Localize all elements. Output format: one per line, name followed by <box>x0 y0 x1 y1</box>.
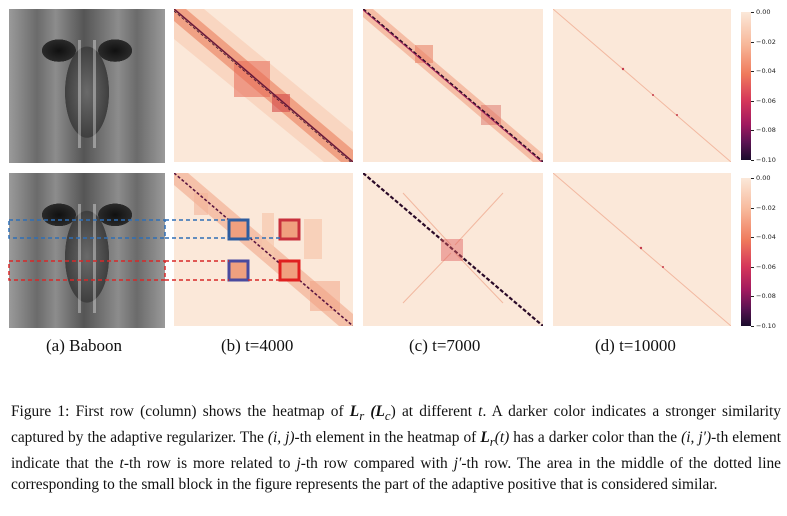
colorbar-tick-label: −0.04 <box>756 67 776 76</box>
blue-dashed-region-on-photo <box>8 219 166 239</box>
math-j: j <box>296 455 301 473</box>
colorbar-tick-label: −0.10 <box>756 322 776 330</box>
label-t4000: (b) t=4000 <box>221 336 294 355</box>
colorbar-tick-mark <box>751 207 754 209</box>
heatmap-t7000-row1 <box>363 9 543 162</box>
label-t7000: (c) t=7000 <box>409 336 481 355</box>
highlight-box-red-top-right <box>278 218 301 241</box>
math-t2: (t) <box>494 429 510 447</box>
label-baboon: (a) Baboon <box>46 336 123 355</box>
math-L: L <box>349 403 360 420</box>
caption-s2f: -th row. The area in the middle of the d… <box>11 455 781 494</box>
math-t3: t <box>119 455 124 473</box>
math-Lrt: L <box>480 429 490 447</box>
colorbar-tick-label: −0.08 <box>756 292 776 301</box>
colorbar-tick-mark <box>751 326 754 327</box>
colorbar-tick-label: −0.06 <box>756 96 776 105</box>
figure-caption: Figure 1: First row (column) shows the h… <box>11 401 781 495</box>
caption-s2e: -th row compared with <box>300 455 454 473</box>
colorbar-tick-label: −0.02 <box>756 203 776 212</box>
colorbar-tick-mark <box>751 160 754 161</box>
math-close: ) <box>390 403 396 420</box>
heatmap-t4000-row1 <box>174 9 353 162</box>
math-t: t <box>478 403 483 420</box>
colorbar-tick-mark <box>751 237 754 239</box>
colorbar-tick-mark <box>751 266 754 268</box>
highlight-box-blue-bottom-left <box>227 259 250 282</box>
math-Lc-open: (L <box>370 403 385 420</box>
heatmap-t7000-row2 <box>363 173 543 326</box>
red-dashed-region-on-photo <box>8 260 166 281</box>
caption-s2d: -th row is more related to <box>123 455 297 473</box>
caption-s2b: has a darker color than the <box>509 429 682 447</box>
math-r: r <box>359 409 365 424</box>
heatmap-t4000-row2 <box>174 173 353 326</box>
caption-s1b: at different <box>395 403 479 420</box>
math-jp: j′ <box>453 455 462 473</box>
math-ij: (i, j) <box>267 429 295 447</box>
colorbar-tick-label: −0.06 <box>756 262 776 271</box>
caption-s1c: . A darker color indicates a stronger si… <box>11 403 781 447</box>
colorbar-tick-label: 0.00 <box>756 8 771 16</box>
colorbar-tick-mark <box>751 12 754 13</box>
math-r2: r <box>489 435 495 450</box>
baboon-image-row1 <box>9 9 165 163</box>
colorbar-tick-mark <box>751 71 754 73</box>
highlight-box-blue-top-left <box>227 218 250 241</box>
colorbar-row1 <box>741 12 751 160</box>
caption-lead: Figure 1: <box>11 403 76 420</box>
label-t10000: (d) t=10000 <box>595 336 676 355</box>
colorbar-tick-mark <box>751 100 754 102</box>
baboon-image-row2 <box>9 173 165 328</box>
colorbar-tick-label: −0.04 <box>756 233 776 242</box>
math-ijp: (i, j′) <box>681 429 712 447</box>
colorbar-tick-label: −0.08 <box>756 126 776 135</box>
heatmap-t10000-row2 <box>553 173 731 326</box>
colorbar-tick-mark <box>751 41 754 43</box>
colorbar-tick-mark <box>751 296 754 298</box>
caption-s1a: First row (column) shows the heatmap of <box>75 403 350 420</box>
colorbar-tick-mark <box>751 178 754 179</box>
caption-s2c: -th element indicate that the <box>11 429 782 473</box>
highlight-box-red-bottom-right <box>278 259 301 282</box>
heatmap-t10000-row1 <box>553 9 731 162</box>
math-c: c <box>384 409 391 424</box>
colorbar-row2 <box>741 178 751 326</box>
colorbar-tick-mark <box>751 130 754 132</box>
colorbar-tick-label: −0.02 <box>756 37 776 46</box>
caption-s2a: -th element in the heatmap of <box>294 429 481 447</box>
colorbar-tick-label: −0.10 <box>756 156 776 164</box>
colorbar-tick-label: 0.00 <box>756 174 771 182</box>
